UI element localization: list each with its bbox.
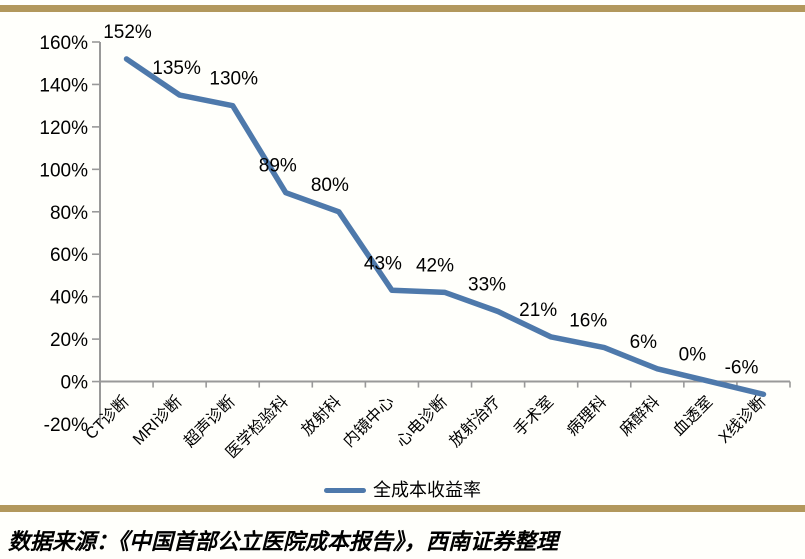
data-label: 152% [103, 22, 152, 43]
line-chart: 160% 140% 120% 100% 80% 60% 40% 20% 0% -20%CT诊断MR… [39, 22, 791, 462]
x-axis-label: 内镜中心 [339, 392, 398, 451]
y-axis-label: 40% [50, 288, 88, 309]
data-label: 0% [679, 345, 707, 366]
data-label: 21% [519, 300, 557, 321]
y-axis-label: 20% [50, 330, 88, 351]
data-label: 89% [259, 156, 297, 177]
x-axis-label: 麻醉科 [616, 393, 663, 440]
data-label: 6% [630, 332, 658, 353]
y-axis-label: 120% [39, 118, 88, 139]
data-label: 130% [209, 69, 258, 90]
y-axis-label: -20% [44, 415, 88, 436]
x-axis-label: X线诊断 [715, 393, 769, 447]
y-axis-label: 0% [61, 373, 89, 394]
data-label: 43% [364, 253, 402, 274]
data-label: 42% [416, 255, 454, 276]
x-axis-label: 放射治疗 [446, 393, 504, 451]
x-axis-label: 放射科 [298, 393, 345, 440]
y-axis-label: 160% [39, 33, 88, 54]
y-axis-label: 80% [50, 203, 88, 224]
x-axis-label: 血透室 [670, 393, 717, 440]
data-label: -6% [725, 357, 759, 378]
bottom-rule [0, 505, 805, 512]
data-label: 80% [311, 175, 349, 196]
y-axis-label: 140% [39, 75, 88, 96]
series-line [123, 56, 767, 398]
x-axis-label: 手术室 [510, 393, 557, 440]
y-axis-label: 60% [50, 245, 88, 266]
x-axis-label: 心电诊断 [393, 393, 451, 451]
x-axis-label: MRI诊断 [129, 393, 185, 449]
legend-line-marker [324, 487, 366, 493]
source-note: 数据来源：《中国首部公立医院成本报告》，西南证券整理 [8, 529, 559, 554]
top-rule [0, 5, 805, 12]
data-label: 33% [468, 275, 506, 296]
chart-legend: 全成本收益率 [0, 478, 805, 502]
y-axis-label: 100% [39, 160, 88, 181]
legend-series-label: 全成本收益率 [373, 480, 481, 500]
x-axis-label: CT诊断 [82, 393, 132, 443]
data-label: 16% [569, 311, 607, 332]
x-axis-label: 病理科 [563, 393, 610, 440]
data-label: 135% [152, 58, 201, 79]
